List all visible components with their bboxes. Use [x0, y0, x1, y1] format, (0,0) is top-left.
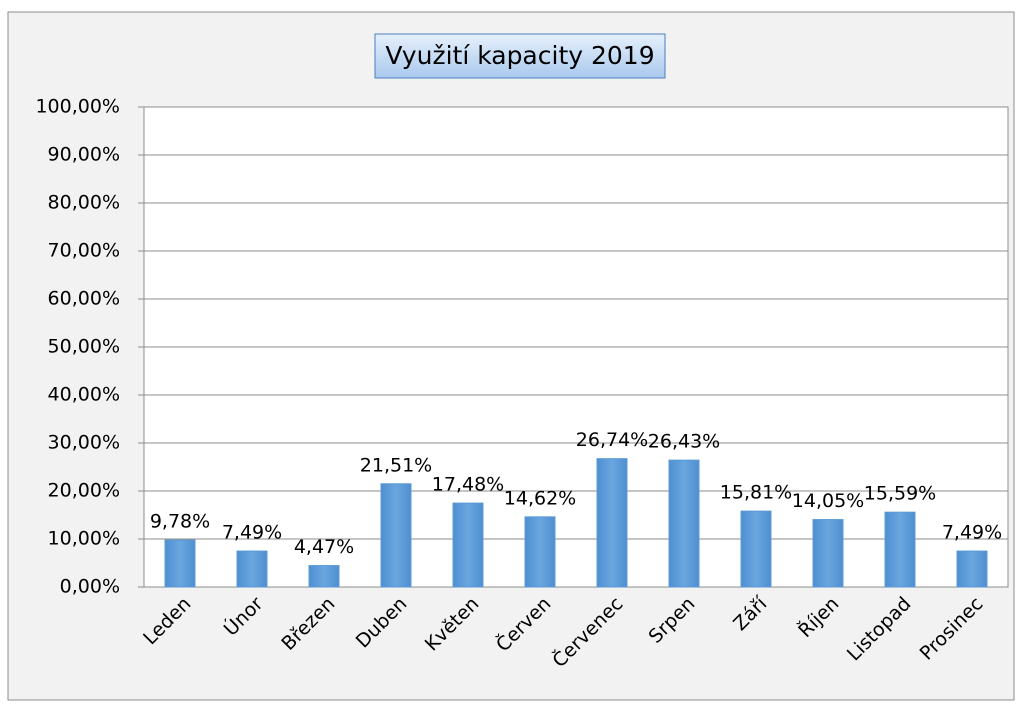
data-label: 21,51% [360, 454, 432, 476]
bar [308, 565, 340, 588]
data-label: 15,59% [864, 483, 936, 505]
bar [596, 458, 628, 588]
data-label: 15,81% [720, 482, 792, 504]
data-label: 26,43% [648, 431, 720, 453]
title-box [374, 33, 666, 79]
y-tick-label: 70,00% [48, 240, 120, 262]
bar [740, 510, 772, 588]
data-label: 17,48% [432, 474, 504, 496]
chart-title: Využití kapacity 2019 [385, 41, 654, 70]
data-label: 4,47% [294, 536, 354, 558]
y-tick-label: 10,00% [48, 528, 120, 550]
bar [668, 459, 700, 588]
y-tick-label: 50,00% [48, 336, 120, 358]
y-tick-label: 30,00% [48, 432, 120, 454]
bar [524, 516, 556, 588]
data-label: 14,05% [792, 490, 864, 512]
y-tick-label: 80,00% [48, 192, 120, 214]
data-label: 14,62% [504, 487, 576, 509]
bar [452, 502, 484, 588]
y-tick-label: 100,00% [35, 96, 120, 118]
y-tick-label: 60,00% [48, 288, 120, 310]
y-tick-label: 90,00% [48, 144, 120, 166]
bar [164, 539, 196, 588]
y-tick-label: 20,00% [48, 480, 120, 502]
data-label: 7,49% [222, 522, 282, 544]
data-label: 7,49% [942, 522, 1002, 544]
data-label: 26,74% [576, 429, 648, 451]
bar [884, 511, 916, 588]
bar [236, 550, 268, 588]
bar [956, 550, 988, 588]
y-tick-label: 0,00% [60, 576, 120, 598]
data-label: 9,78% [150, 511, 210, 533]
bar [812, 519, 844, 588]
bar [380, 483, 412, 588]
y-tick-label: 40,00% [48, 384, 120, 406]
